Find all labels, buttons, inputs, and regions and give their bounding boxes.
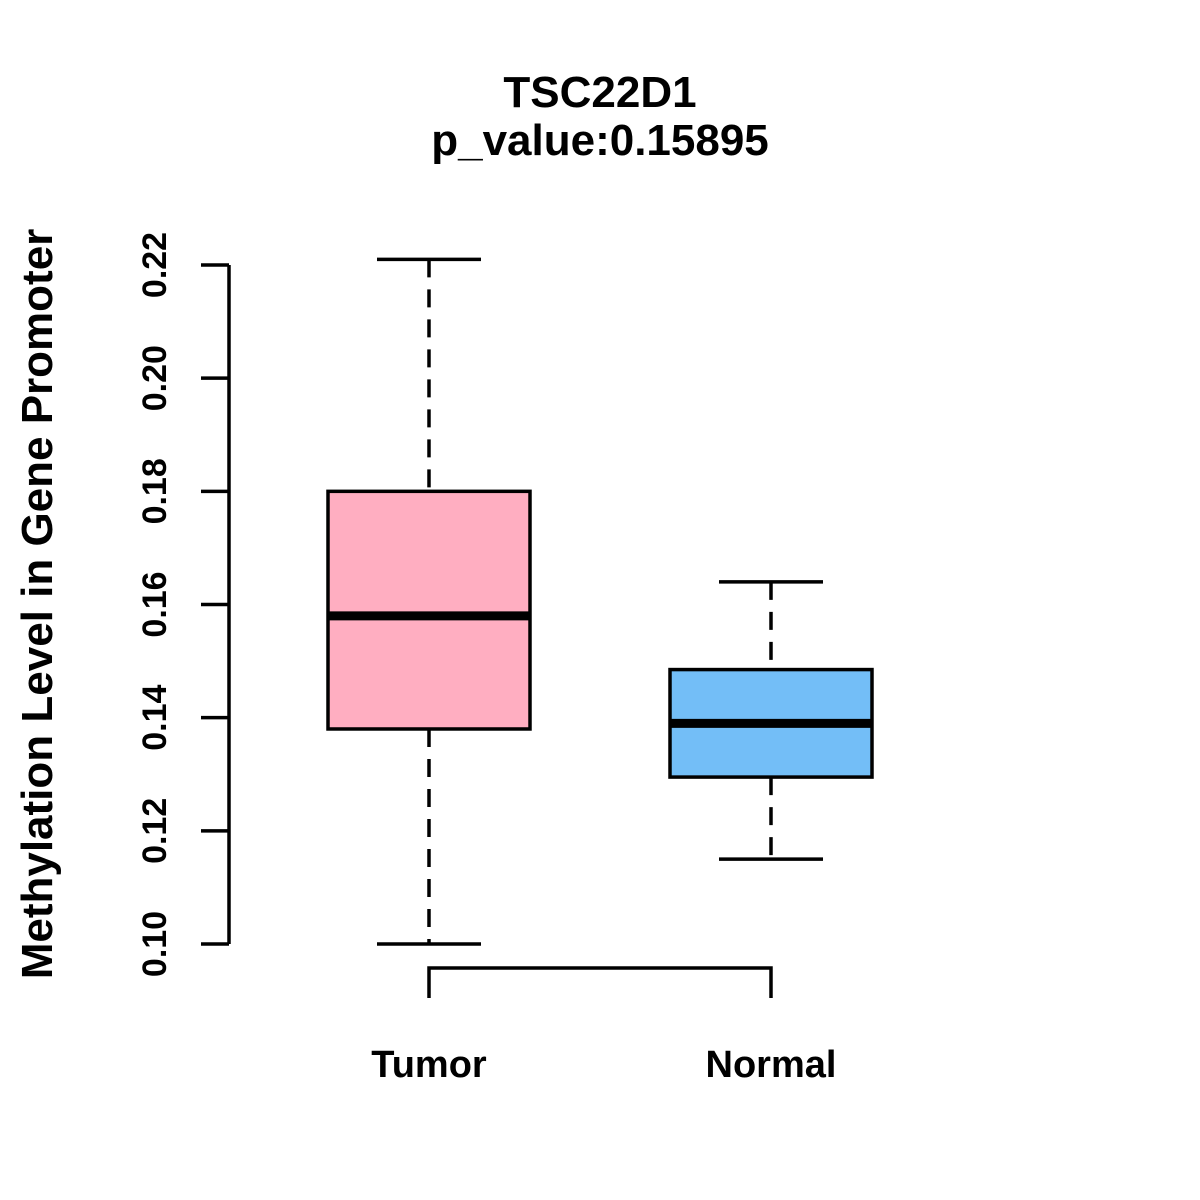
x-axis-bracket bbox=[427, 966, 773, 998]
y-axis-label: Methylation Level in Gene Promoter bbox=[13, 229, 62, 980]
y-axis-tick-label: 0.12 bbox=[136, 798, 174, 864]
chart-title: TSC22D1 bbox=[503, 68, 696, 117]
x-axis-label-tumor: Tumor bbox=[371, 1044, 487, 1086]
y-axis-tick-label: 0.20 bbox=[136, 345, 174, 411]
x-axis: Tumor Normal bbox=[371, 966, 837, 1086]
y-axis-tick-label: 0.22 bbox=[136, 232, 174, 298]
y-axis-tick-label: 0.14 bbox=[136, 684, 174, 750]
y-axis-tick-label: 0.18 bbox=[136, 458, 174, 524]
box-tumor bbox=[326, 489, 532, 731]
boxplot-normal bbox=[668, 580, 874, 861]
chart-subtitle: p_value:0.15895 bbox=[431, 116, 769, 165]
boxplots bbox=[326, 257, 874, 946]
boxplot-tumor bbox=[326, 257, 532, 946]
y-axis-tick-label: 0.10 bbox=[136, 911, 174, 977]
y-axis: 0.10 0.12 0.14 0.16 0.18 0.20 0.22 bbox=[136, 232, 231, 977]
x-axis-label-normal: Normal bbox=[706, 1044, 837, 1086]
y-axis-tick-label: 0.16 bbox=[136, 571, 174, 637]
